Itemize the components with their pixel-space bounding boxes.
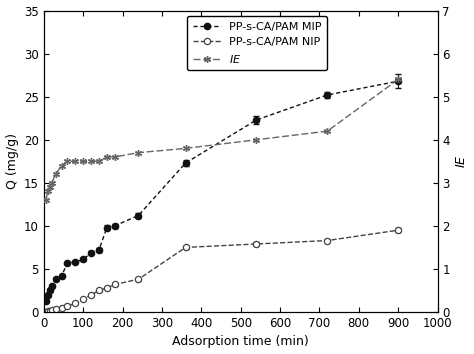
- Y-axis label: Q (mg/g): Q (mg/g): [6, 133, 18, 189]
- Y-axis label: $IE$: $IE$: [456, 154, 468, 168]
- Legend: PP-s-CA/PAM MIP, PP-s-CA/PAM NIP, $IE$: PP-s-CA/PAM MIP, PP-s-CA/PAM NIP, $IE$: [187, 16, 328, 70]
- X-axis label: Adsorption time (min): Adsorption time (min): [173, 336, 309, 348]
